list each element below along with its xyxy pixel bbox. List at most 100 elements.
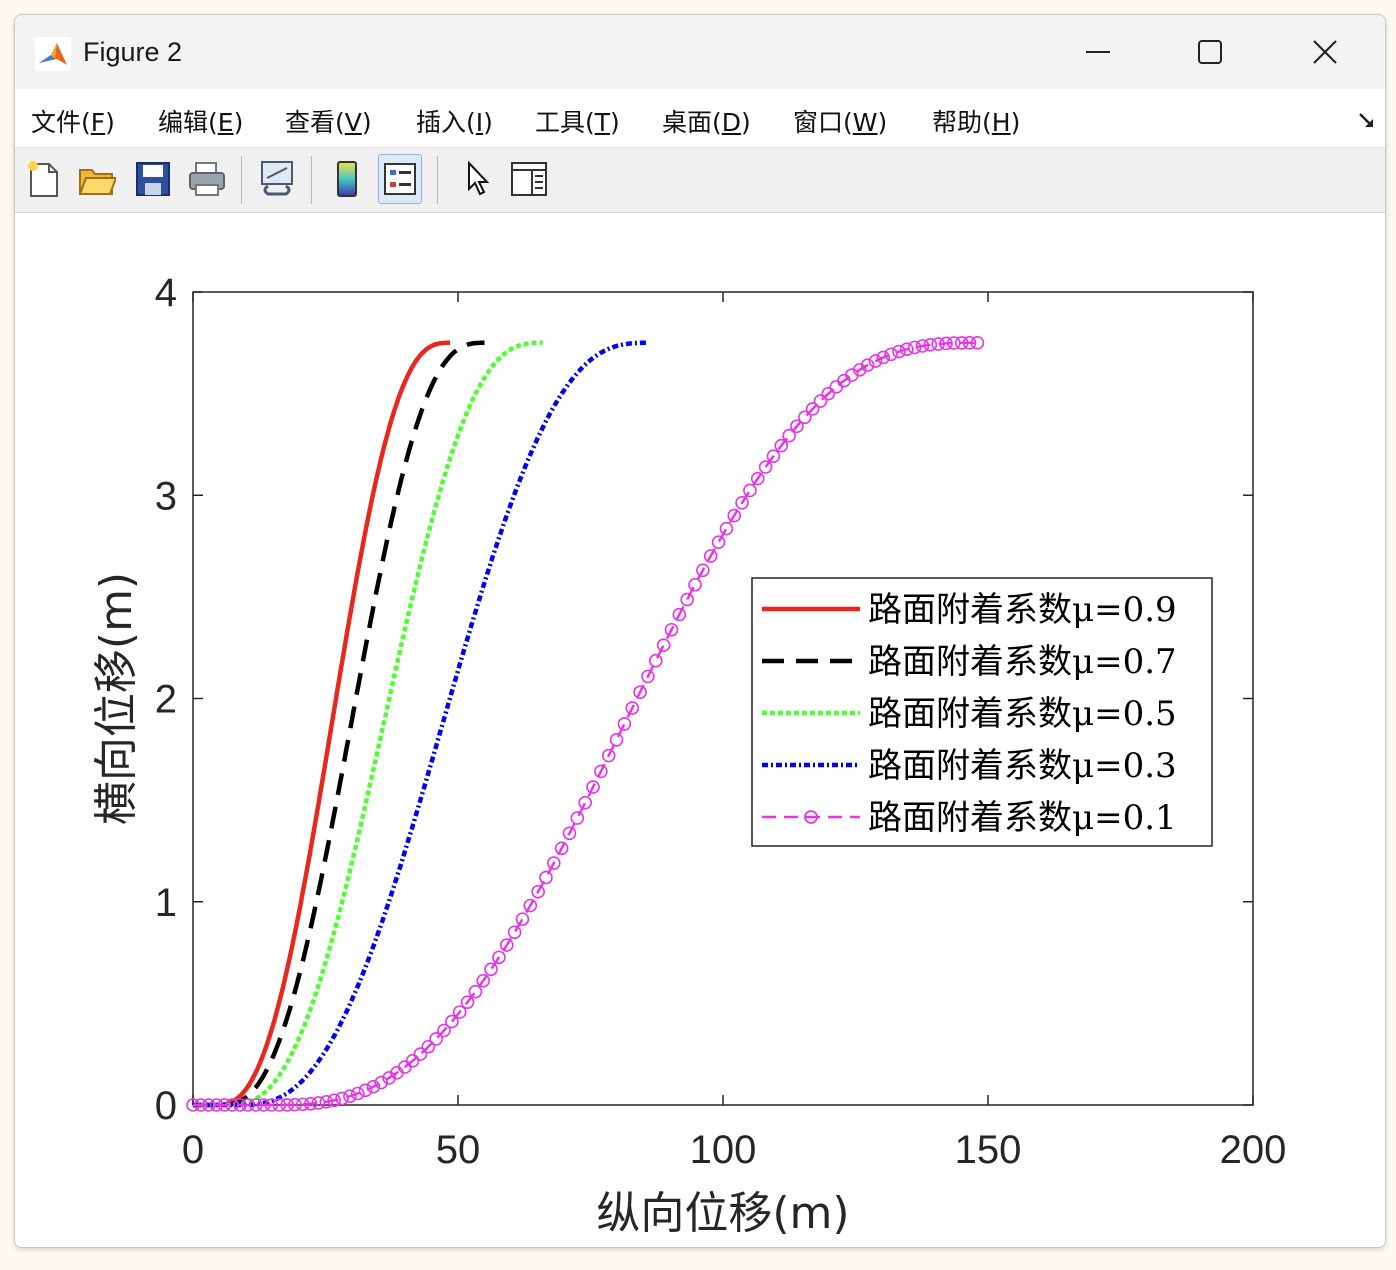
- menu-edit[interactable]: 编辑(E): [158, 108, 244, 137]
- menu-window[interactable]: 窗口(W): [793, 108, 888, 137]
- save-icon: [136, 162, 170, 196]
- print-icon: [189, 162, 225, 196]
- legend[interactable]: 路面附着系数μ=0.9 路面附着系数μ=0.7 路面附着系数μ=0.5 路面附着系数μ…: [751, 577, 1213, 847]
- save-button[interactable]: [131, 154, 175, 204]
- series-marker: [350, 1086, 365, 1101]
- menu-view[interactable]: 查看(V): [285, 108, 372, 137]
- series-marker: [805, 402, 820, 416]
- window-title: Figure 2: [83, 37, 183, 67]
- series-marker: [813, 394, 828, 408]
- close-button[interactable]: [1270, 15, 1380, 89]
- series-marker: [766, 449, 781, 463]
- series-marker: [507, 925, 522, 940]
- series-marker: [664, 622, 679, 637]
- series-marker: [233, 1098, 247, 1112]
- series-marker: [939, 336, 953, 351]
- series-marker: [860, 358, 875, 373]
- series-marker: [272, 1098, 287, 1112]
- series-marker: [727, 508, 742, 523]
- y-tick-label: 0: [155, 1084, 177, 1128]
- insert-colorbar-button[interactable]: [325, 154, 369, 204]
- series-marker: [437, 1023, 451, 1038]
- series-marker: [366, 1079, 381, 1094]
- x-tick-label: 200: [1220, 1128, 1287, 1172]
- series-marker: [970, 336, 985, 350]
- series-marker: [743, 483, 757, 498]
- series-marker: [876, 350, 891, 365]
- series-marker: [445, 1014, 459, 1029]
- title-bar[interactable]: Figure 2: [15, 15, 1385, 89]
- property-inspector-button[interactable]: [507, 154, 551, 204]
- line-chart[interactable]: 0 50 100 150 200 0 1 2 3 4 纵向位移(m) 横向位移(m) 路面附着系数…: [15, 213, 1385, 1247]
- series-marker: [750, 471, 765, 486]
- series-marker: [907, 340, 922, 355]
- legend-entry: 路面附着系数μ=0.3: [868, 746, 1177, 786]
- series-marker: [696, 563, 710, 578]
- menu-file[interactable]: 文件(F): [31, 108, 115, 137]
- x-tick-label: 100: [690, 1128, 757, 1172]
- y-axis-title: 横向位移(m): [91, 572, 142, 825]
- property-inspector-icon: [511, 162, 547, 196]
- series-marker: [554, 841, 569, 856]
- series-marker: [460, 995, 475, 1009]
- new-figure-icon: [28, 161, 58, 197]
- series-marker: [688, 577, 702, 592]
- series-marker: [256, 1098, 271, 1112]
- series-marker: [413, 1047, 428, 1061]
- menu-help[interactable]: 帮助(H): [932, 108, 1021, 137]
- series-marker: [962, 336, 977, 350]
- series-marker: [711, 535, 726, 550]
- series-marker: [343, 1089, 357, 1104]
- series-marker: [594, 764, 608, 779]
- series-marker: [358, 1083, 373, 1098]
- new-figure-button[interactable]: [21, 154, 65, 204]
- series-marker: [672, 607, 687, 622]
- maximize-button[interactable]: [1155, 15, 1265, 89]
- link-plot-icon: [261, 161, 293, 196]
- menu-bar: 文件(F) 编辑(E) 查看(V) 插入(I) 工具(T) 桌面(D) 窗口(W…: [15, 89, 1385, 148]
- series-marker: [884, 347, 898, 362]
- edit-plot-button[interactable]: [455, 154, 499, 204]
- legend-marker: [804, 810, 818, 824]
- series-marker: [499, 938, 514, 952]
- matlab-logo-icon: [35, 37, 71, 71]
- series-marker: [719, 521, 734, 536]
- dock-figure-icon[interactable]: [1357, 111, 1375, 133]
- series-marker: [484, 962, 498, 977]
- series-marker: [570, 811, 585, 825]
- y-tick-label: 3: [155, 474, 177, 518]
- minimize-button[interactable]: [1043, 15, 1153, 89]
- series-marker: [586, 780, 600, 794]
- menu-tools[interactable]: 工具(T): [535, 108, 620, 137]
- open-file-button[interactable]: [75, 154, 119, 204]
- series-marker: [248, 1098, 263, 1112]
- plot-series: [186, 336, 985, 1112]
- link-plot-button[interactable]: [255, 154, 299, 204]
- series-marker: [319, 1095, 334, 1109]
- series-marker: [201, 1098, 216, 1112]
- series-marker: [374, 1075, 389, 1090]
- series-marker: [900, 342, 914, 357]
- insert-legend-button[interactable]: [378, 154, 422, 204]
- print-button[interactable]: [185, 154, 229, 204]
- x-tick-label: 50: [436, 1128, 481, 1172]
- series-marker: [186, 1098, 200, 1112]
- series-marker: [954, 336, 969, 350]
- minimize-icon: [1086, 51, 1110, 53]
- toolbar-separator: [437, 156, 438, 204]
- series-marker: [798, 410, 812, 425]
- series-marker: [617, 717, 632, 731]
- figure-toolbar: [15, 148, 1385, 213]
- figure-canvas[interactable]: 0 50 100 150 200 0 1 2 3 4 纵向位移(m) 横向位移(m) 路面附着系数…: [15, 213, 1385, 1247]
- series-marker: [782, 428, 796, 443]
- menu-insert[interactable]: 插入(I): [416, 108, 493, 137]
- series-marker: [656, 638, 671, 652]
- open-file-icon: [78, 169, 116, 195]
- series-marker: [758, 460, 773, 474]
- series-marker: [892, 344, 906, 359]
- menu-desktop[interactable]: 桌面(D): [662, 108, 751, 137]
- y-tick-label: 2: [155, 678, 177, 722]
- series-marker: [280, 1098, 294, 1112]
- series-marker: [790, 419, 804, 434]
- series-marker: [648, 653, 663, 668]
